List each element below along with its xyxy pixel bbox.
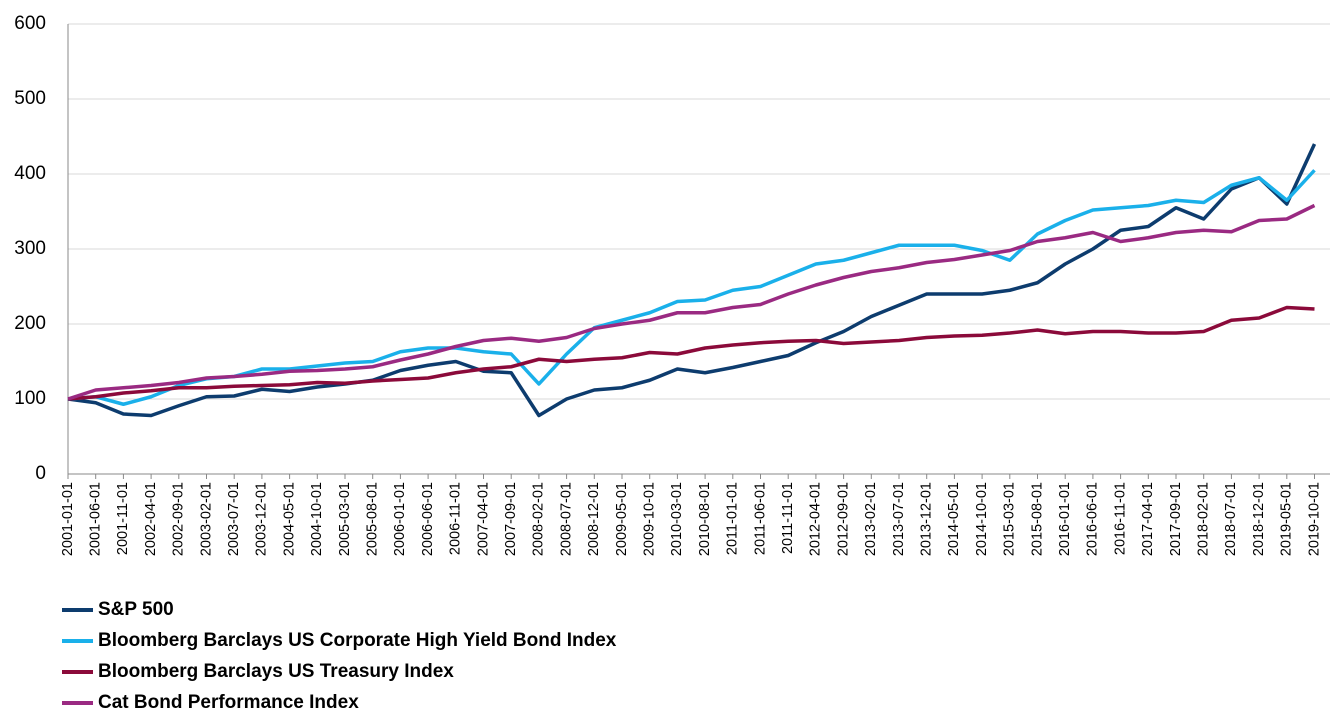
x-tick-label: 2016-11-01 [1112, 482, 1128, 555]
y-tick-label: 600 [14, 13, 46, 34]
x-tick-label: 2001-11-01 [115, 482, 131, 555]
x-tick-label: 2005-08-01 [365, 482, 381, 556]
y-tick-label: 300 [14, 238, 46, 259]
series-line [67, 305, 1315, 401]
x-tick-label: 2017-09-01 [1168, 482, 1184, 556]
x-tick-label: 2003-07-01 [226, 482, 242, 556]
x-tick-label: 2008-07-01 [558, 482, 574, 556]
x-tick-label: 2001-01-01 [60, 482, 76, 556]
x-tick-label: 2003-12-01 [254, 482, 270, 556]
x-tick-label: 2013-02-01 [863, 482, 879, 556]
y-tick-label: 400 [14, 163, 46, 184]
x-tick-label: 2009-10-01 [642, 482, 658, 556]
x-tick-label: 2002-04-01 [143, 482, 159, 556]
x-tick-label: 2010-08-01 [697, 482, 713, 556]
x-tick-label: 2004-05-01 [281, 482, 297, 556]
series-line [67, 143, 1317, 418]
x-tick-label: 2006-01-01 [392, 482, 408, 556]
series-line [67, 169, 1316, 406]
x-tick-label: 2014-05-01 [946, 482, 962, 556]
x-tick-label: 2013-12-01 [919, 482, 935, 556]
x-tick-label: 2002-09-01 [171, 482, 187, 556]
x-tick-label: 2008-12-01 [586, 482, 602, 556]
legend-label: S&P 500 [98, 599, 174, 620]
x-tick-label: 2019-05-01 [1279, 482, 1295, 556]
series-line [67, 203, 1316, 401]
x-tick-label: 2003-02-01 [198, 482, 214, 556]
x-tick-label: 2005-03-01 [337, 482, 353, 556]
x-tick-label: 2011-11-01 [780, 482, 796, 554]
x-tick-label: 2012-04-01 [808, 482, 824, 556]
legend-label: Bloomberg Barclays US Corporate High Yie… [98, 630, 617, 651]
x-tick-label: 2007-09-01 [503, 482, 519, 556]
legend-label: Cat Bond Performance Index [98, 692, 359, 713]
x-tick-label: 2009-05-01 [614, 482, 630, 556]
x-tick-label: 2017-04-01 [1140, 482, 1156, 556]
x-tick-label: 2013-07-01 [891, 482, 907, 556]
x-tick-label: 2015-08-01 [1029, 482, 1045, 556]
x-tick-label: 2018-07-01 [1223, 482, 1239, 556]
x-tick-label: 2018-02-01 [1196, 482, 1212, 556]
y-tick-label: 200 [14, 313, 46, 334]
x-tick-label: 2018-12-01 [1251, 482, 1267, 556]
x-tick-label: 2016-06-01 [1085, 482, 1101, 556]
x-tick-label: 2011-01-01 [725, 482, 741, 555]
x-tick-label: 2007-04-01 [475, 482, 491, 556]
x-tick-label: 2001-06-01 [88, 482, 104, 556]
x-tick-label: 2008-02-01 [531, 482, 547, 556]
x-tick-label: 2006-06-01 [420, 482, 436, 556]
x-tick-label: 2019-10-01 [1306, 482, 1322, 556]
x-tick-label: 2004-10-01 [309, 482, 325, 556]
x-tick-label: 2012-09-01 [835, 482, 851, 556]
x-tick-label: 2016-01-01 [1057, 482, 1073, 556]
x-tick-label: 2011-06-01 [752, 482, 768, 555]
y-tick-label: 500 [14, 88, 46, 109]
legend-label: Bloomberg Barclays US Treasury Index [98, 661, 454, 682]
x-tick-label: 2010-03-01 [669, 482, 685, 556]
y-tick-label: 100 [14, 388, 46, 409]
x-tick-label: 2006-11-01 [448, 482, 464, 555]
x-tick-label: 2015-03-01 [1002, 482, 1018, 556]
y-tick-label: 0 [35, 463, 46, 484]
x-tick-label: 2014-10-01 [974, 482, 990, 556]
